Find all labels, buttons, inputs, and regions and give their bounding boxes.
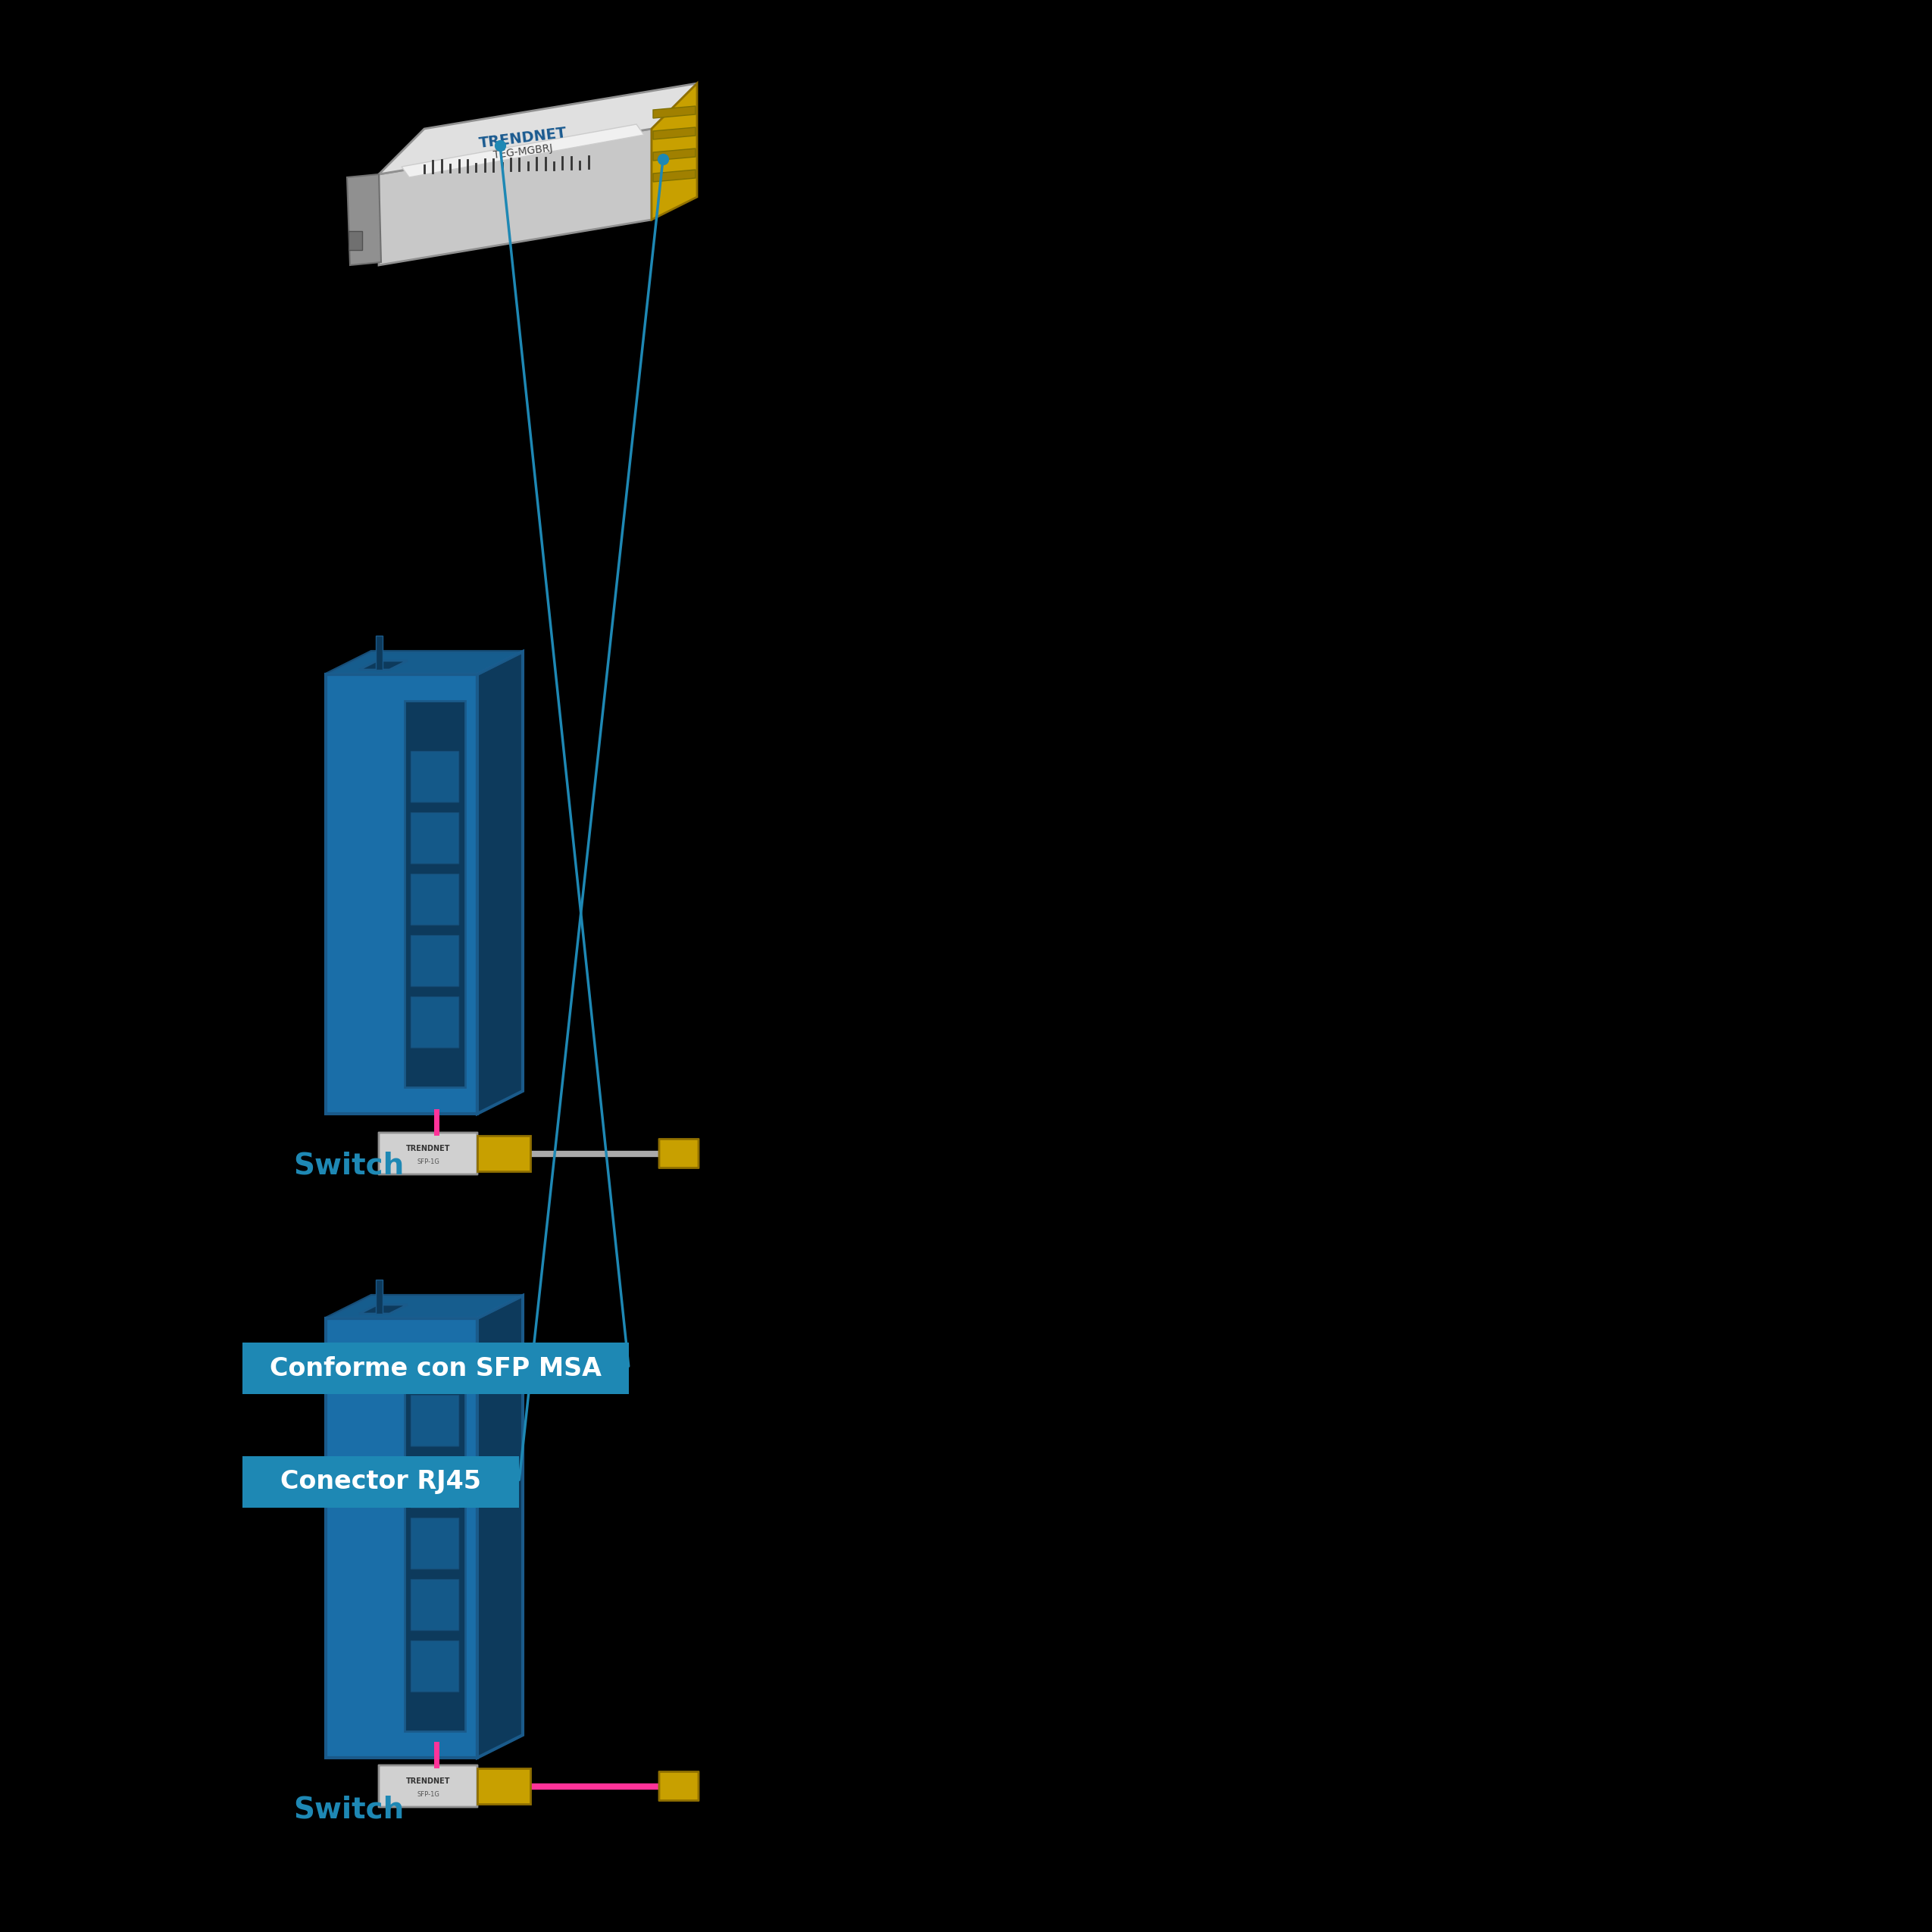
FancyBboxPatch shape xyxy=(412,1395,458,1445)
Text: SFP-1G: SFP-1G xyxy=(417,1159,439,1165)
FancyBboxPatch shape xyxy=(412,875,458,925)
Polygon shape xyxy=(653,106,696,118)
Polygon shape xyxy=(327,674,477,1113)
FancyBboxPatch shape xyxy=(404,701,466,1088)
Polygon shape xyxy=(653,128,696,139)
Polygon shape xyxy=(653,149,696,160)
FancyBboxPatch shape xyxy=(379,1132,477,1175)
Polygon shape xyxy=(379,129,651,265)
Text: SFP-1G: SFP-1G xyxy=(417,1791,439,1799)
Polygon shape xyxy=(377,636,383,670)
Text: TRENDNET: TRENDNET xyxy=(477,126,568,151)
FancyBboxPatch shape xyxy=(412,1519,458,1569)
Text: TRENDNET: TRENDNET xyxy=(406,1777,450,1785)
Polygon shape xyxy=(359,1304,408,1314)
FancyBboxPatch shape xyxy=(412,1580,458,1631)
FancyBboxPatch shape xyxy=(412,752,458,802)
Polygon shape xyxy=(379,83,697,174)
FancyBboxPatch shape xyxy=(242,1457,520,1507)
FancyBboxPatch shape xyxy=(412,1457,458,1507)
Text: TEG-MGBRJ: TEG-MGBRJ xyxy=(493,143,553,160)
FancyBboxPatch shape xyxy=(412,1640,458,1692)
Polygon shape xyxy=(402,124,643,178)
Polygon shape xyxy=(348,174,381,265)
Polygon shape xyxy=(651,83,697,220)
Text: Switch: Switch xyxy=(294,1151,404,1180)
FancyBboxPatch shape xyxy=(659,1772,699,1801)
FancyBboxPatch shape xyxy=(659,1140,699,1169)
FancyBboxPatch shape xyxy=(477,1768,531,1804)
FancyBboxPatch shape xyxy=(412,813,458,864)
Polygon shape xyxy=(359,661,408,670)
FancyBboxPatch shape xyxy=(242,1343,628,1395)
Polygon shape xyxy=(653,170,696,182)
FancyBboxPatch shape xyxy=(348,232,361,249)
Polygon shape xyxy=(377,1279,383,1314)
FancyBboxPatch shape xyxy=(412,997,458,1047)
Text: Conector RJ45: Conector RJ45 xyxy=(280,1470,481,1495)
FancyBboxPatch shape xyxy=(477,1136,531,1171)
Polygon shape xyxy=(477,651,524,1113)
FancyBboxPatch shape xyxy=(412,935,458,985)
Text: Switch: Switch xyxy=(294,1795,404,1824)
Polygon shape xyxy=(327,1318,477,1758)
Polygon shape xyxy=(477,1296,524,1758)
FancyBboxPatch shape xyxy=(379,1766,477,1806)
Text: TRENDNET: TRENDNET xyxy=(406,1146,450,1151)
FancyBboxPatch shape xyxy=(404,1345,466,1731)
Polygon shape xyxy=(327,651,524,674)
Polygon shape xyxy=(327,1296,524,1318)
Text: Conforme con SFP MSA: Conforme con SFP MSA xyxy=(270,1356,601,1381)
